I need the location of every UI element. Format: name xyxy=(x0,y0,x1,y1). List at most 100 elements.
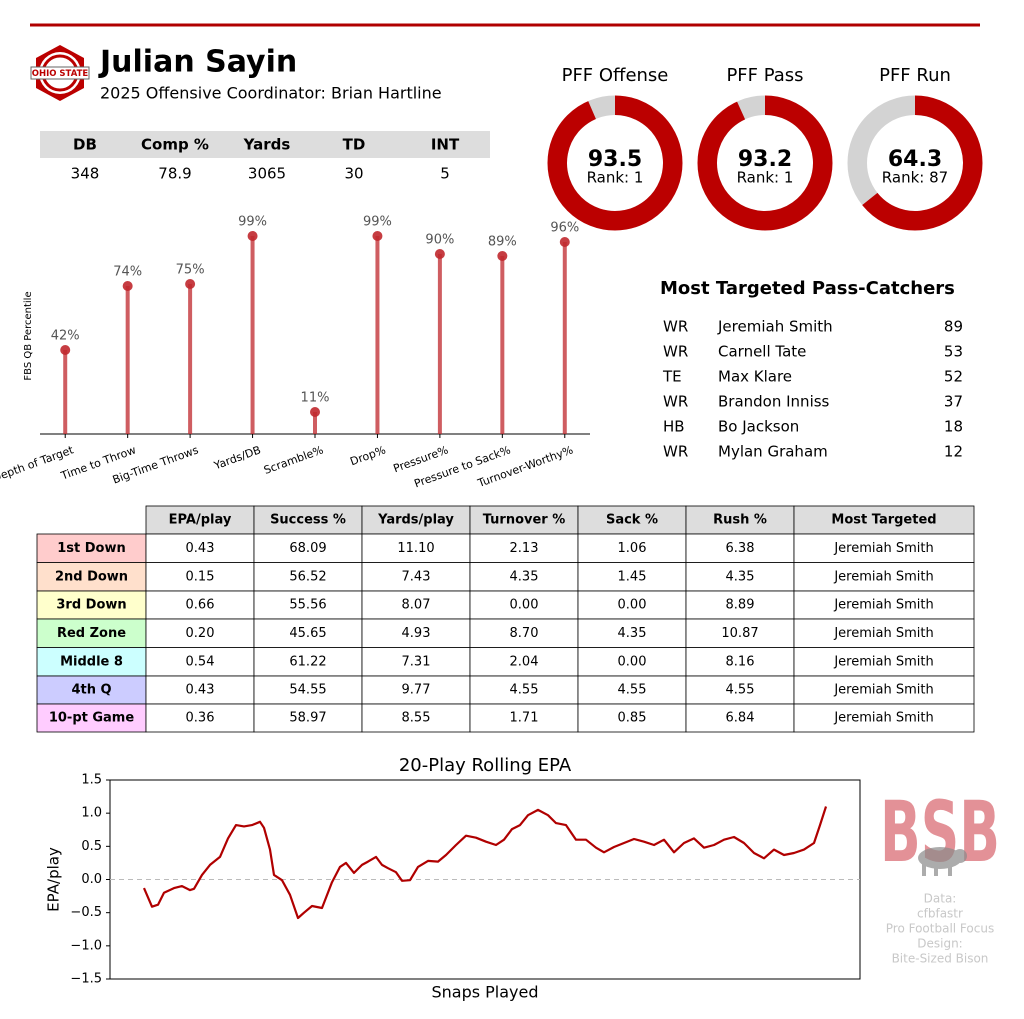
table-cell xyxy=(253,647,363,677)
row-label-cell xyxy=(36,562,147,592)
row-label: 3rd Down xyxy=(56,598,126,613)
chart-title: 20-Play Rolling EPA xyxy=(399,755,572,776)
table-cell xyxy=(361,675,471,705)
table-value: 4.35 xyxy=(510,569,539,584)
table-header: Most Targeted xyxy=(831,513,936,528)
y-tick-label: 0.5 xyxy=(81,839,102,854)
donut-rank: Rank: 1 xyxy=(737,169,794,187)
table-value: 0.36 xyxy=(186,711,215,726)
donut-edge xyxy=(846,94,984,232)
stats-value: 3065 xyxy=(248,165,286,183)
donut-value: 93.2 xyxy=(738,147,792,172)
logo: OHIO STATE xyxy=(30,45,90,101)
table-cell xyxy=(685,533,795,563)
target-position: HB xyxy=(663,418,685,436)
table-header-cell xyxy=(577,505,687,535)
table-value: 10.87 xyxy=(721,626,758,641)
credit-line: Pro Football Focus xyxy=(886,922,994,936)
dot xyxy=(185,279,196,289)
y-axis-label: EPA/play xyxy=(45,847,63,912)
table-cell xyxy=(361,703,471,733)
value-label: 11% xyxy=(301,391,330,406)
table-value: 6.84 xyxy=(726,711,755,726)
table-value: 0.66 xyxy=(186,598,215,613)
y-tick-label: −1.0 xyxy=(70,938,102,953)
table-value: 56.52 xyxy=(289,569,326,584)
table-value: 0.00 xyxy=(510,598,539,613)
dot xyxy=(559,237,570,247)
stats-value: 348 xyxy=(71,165,100,183)
table-value: 0.20 xyxy=(186,626,215,641)
target-name: Bo Jackson xyxy=(718,418,799,436)
table-cell xyxy=(577,533,687,563)
value-label: 42% xyxy=(51,329,80,344)
table-value: 0.00 xyxy=(618,654,647,669)
table-cell xyxy=(793,618,975,648)
target-count: 18 xyxy=(944,418,963,436)
table-cell xyxy=(469,618,579,648)
target-name: Max Klare xyxy=(718,368,792,386)
target-count: 53 xyxy=(944,343,963,361)
row-label: 2nd Down xyxy=(55,569,128,584)
donut-arc xyxy=(547,95,683,231)
x-axis-label: Snaps Played xyxy=(431,983,538,1002)
table-cell xyxy=(361,562,471,592)
table-value: 4.55 xyxy=(618,683,647,698)
logo-text: OHIO STATE xyxy=(32,69,89,79)
stats-header: DB xyxy=(73,136,97,154)
row-label-cell xyxy=(36,590,147,620)
value-label: 90% xyxy=(425,233,454,248)
table-cell xyxy=(577,647,687,677)
value-label: 99% xyxy=(238,215,267,230)
target-position: TE xyxy=(662,368,682,386)
table-value: 8.55 xyxy=(402,711,431,726)
dot xyxy=(497,251,508,261)
donut-value: 64.3 xyxy=(888,147,942,172)
table-value: 6.38 xyxy=(726,541,755,556)
target-position: WR xyxy=(663,318,688,336)
table-value: Jeremiah Smith xyxy=(833,598,933,613)
table-header: Rush % xyxy=(713,513,767,528)
targets-title: Most Targeted Pass-Catchers xyxy=(660,278,955,299)
table-value: 8.70 xyxy=(510,626,539,641)
table-cell xyxy=(145,533,255,563)
table-value: 8.16 xyxy=(726,654,755,669)
value-label: 96% xyxy=(550,221,579,236)
table-value: 2.13 xyxy=(510,541,539,556)
table-header: Sack % xyxy=(606,513,658,528)
table-value: 9.77 xyxy=(402,683,431,698)
donut-arc xyxy=(861,95,983,231)
value-label: 75% xyxy=(176,263,205,278)
table-value: 61.22 xyxy=(289,654,326,669)
donut-edge xyxy=(546,94,684,232)
epa-line xyxy=(142,806,828,920)
table-value: 4.93 xyxy=(402,626,431,641)
table-cell xyxy=(577,703,687,733)
table-cell xyxy=(793,562,975,592)
target-position: WR xyxy=(663,443,688,461)
table-value: 54.55 xyxy=(289,683,326,698)
table-value: 1.06 xyxy=(618,541,647,556)
table-value: 1.71 xyxy=(510,711,539,726)
stats-header: Comp % xyxy=(141,136,209,154)
table-cell xyxy=(145,703,255,733)
table-value: 8.07 xyxy=(402,598,431,613)
row-label: Middle 8 xyxy=(60,654,123,669)
value-label: 99% xyxy=(363,215,392,230)
y-tick-label: 0.0 xyxy=(81,872,102,887)
target-count: 89 xyxy=(944,318,963,336)
table-header: Turnover % xyxy=(483,513,566,528)
table-cell xyxy=(253,562,363,592)
stats-header: INT xyxy=(431,136,460,154)
row-label-cell xyxy=(36,647,147,677)
target-count: 12 xyxy=(944,443,963,461)
table-value: Jeremiah Smith xyxy=(833,541,933,556)
target-count: 52 xyxy=(944,368,963,386)
donut-title: PFF Offense xyxy=(562,65,669,86)
player-name: Julian Sayin xyxy=(98,45,297,80)
credit-line: Bite-Sized Bison xyxy=(892,952,989,966)
table-value: 55.56 xyxy=(289,598,326,613)
credit-line: cfbfastr xyxy=(917,907,963,921)
target-name: Brandon Inniss xyxy=(718,393,830,411)
